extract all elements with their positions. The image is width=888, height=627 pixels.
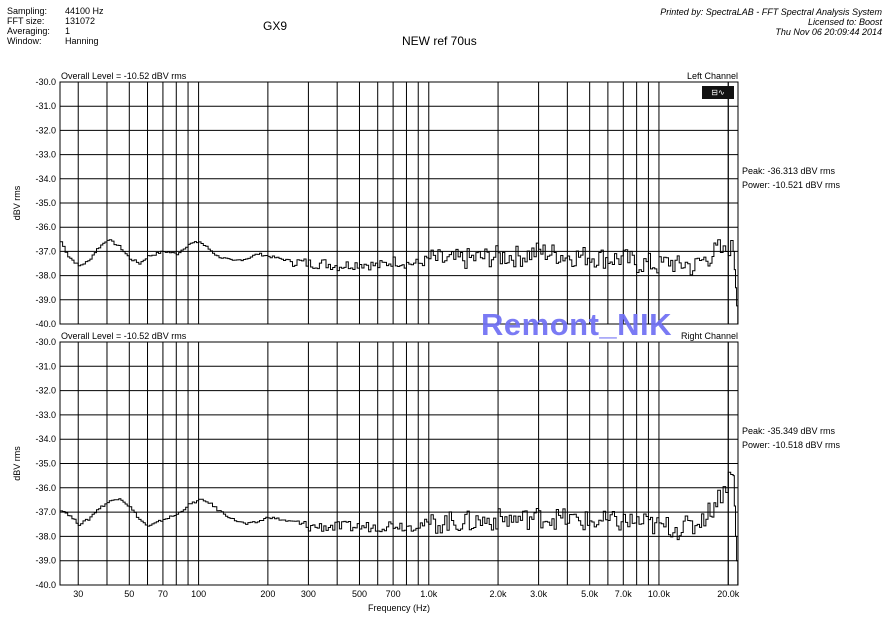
chart-subtitle: NEW ref 70us: [402, 34, 477, 48]
y-tick-label: -39.0: [35, 556, 56, 566]
sampling-label: Sampling:: [7, 6, 48, 16]
x-tick-label: 500: [352, 589, 367, 599]
y-tick-label: -33.0: [35, 150, 56, 160]
right-peak: Peak: -35.349 dBV rms: [742, 426, 836, 436]
y-tick-label: -40.0: [35, 580, 56, 590]
x-axis-label: Frequency (Hz): [368, 603, 430, 613]
y-tick-label: -32.0: [35, 386, 56, 396]
channel-label: Left Channel: [687, 71, 738, 81]
y-tick-label: -32.0: [35, 125, 56, 135]
series-line: [60, 239, 739, 324]
y-tick-label: -31.0: [35, 361, 56, 371]
sampling-value: 44100 Hz: [65, 6, 104, 16]
y-tick-label: -36.0: [35, 222, 56, 232]
averaging-value: 1: [65, 26, 71, 36]
x-tick-label: 2.0k: [490, 589, 508, 599]
print-timestamp: Thu Nov 06 20:09:44 2014: [775, 27, 882, 37]
print-info: Printed by: SpectraLAB - FFT Spectral An…: [660, 7, 882, 37]
window-value: Hanning: [65, 36, 99, 46]
y-tick-label: -30.0: [35, 337, 56, 347]
x-tick-label: 50: [124, 589, 134, 599]
watermark: Remont_NIK: [481, 307, 673, 342]
series-line: [60, 471, 739, 585]
window-label: Window:: [7, 36, 42, 46]
right-power: Power: -10.518 dBV rms: [742, 440, 841, 450]
x-tick-label: 20.0k: [717, 589, 740, 599]
fft-size-value: 131072: [65, 16, 96, 26]
y-tick-label: -31.0: [35, 101, 56, 111]
spectrum-analyzer-icon[interactable]: ⊟∿: [702, 86, 734, 99]
y-tick-label: -33.0: [35, 410, 56, 420]
overall-level-label: Overall Level = -10.52 dBV rms: [61, 331, 187, 341]
fft-size-label: FFT size:: [7, 16, 45, 26]
x-tick-label: 200: [260, 589, 275, 599]
printed-by: Printed by: SpectraLAB - FFT Spectral An…: [660, 7, 882, 17]
x-tick-label: 700: [386, 589, 401, 599]
x-tick-label: 30: [73, 589, 83, 599]
x-tick-label: 7.0k: [615, 589, 633, 599]
x-tick-label: 10.0k: [648, 589, 671, 599]
x-tick-label: 5.0k: [581, 589, 599, 599]
y-tick-label: -34.0: [35, 434, 56, 444]
x-tick-label: 3.0k: [530, 589, 548, 599]
y-tick-label: -30.0: [35, 77, 56, 87]
y-axis-label: dBV rms: [12, 185, 22, 220]
y-axis-label: dBV rms: [12, 446, 22, 481]
y-tick-label: -40.0: [35, 319, 56, 329]
licensed-to: Licensed to: Boost: [807, 17, 882, 27]
overall-level-label: Overall Level = -10.52 dBV rms: [61, 71, 187, 81]
x-tick-label: 300: [301, 589, 316, 599]
averaging-label: Averaging:: [7, 26, 50, 36]
y-tick-label: -34.0: [35, 174, 56, 184]
y-tick-label: -38.0: [35, 531, 56, 541]
y-tick-label: -37.0: [35, 507, 56, 517]
x-tick-label: 70: [158, 589, 168, 599]
y-tick-label: -35.0: [35, 459, 56, 469]
chart-title: GX9: [263, 19, 288, 33]
y-tick-label: -37.0: [35, 246, 56, 256]
left-power: Power: -10.521 dBV rms: [742, 180, 841, 190]
x-tick-label: 1.0k: [420, 589, 438, 599]
x-tick-label: 100: [191, 589, 206, 599]
y-tick-label: -36.0: [35, 483, 56, 493]
left-peak: Peak: -36.313 dBV rms: [742, 166, 836, 176]
channel-label: Right Channel: [681, 331, 738, 341]
y-tick-label: -35.0: [35, 198, 56, 208]
y-tick-label: -39.0: [35, 295, 56, 305]
y-tick-label: -38.0: [35, 271, 56, 281]
